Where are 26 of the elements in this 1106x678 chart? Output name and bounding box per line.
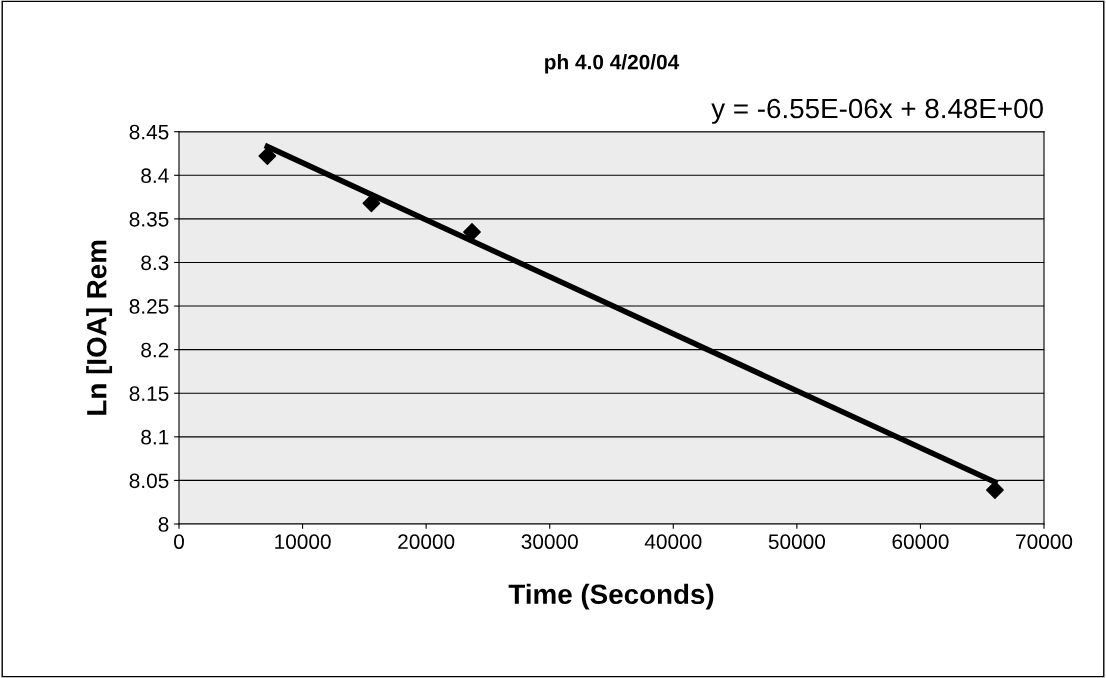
y-tick-label: 8.25 [129,299,169,314]
point [362,194,381,213]
y-tick-label: 8.35 [129,211,169,227]
x-tick-label: 40000 [644,534,702,550]
y-tick-label: 8.4 [141,168,169,184]
y-tick-label: 8 [158,517,169,532]
point [986,481,1004,499]
y-tick-label: 8.1 [141,429,169,445]
text: y = -6.55E-06x + 8.48E+00 [711,98,1043,124]
y-tick-label: 8.05 [129,473,169,489]
x-tick-label: 20000 [398,534,455,550]
point [258,147,277,166]
x-tick-label: 10000 [275,534,331,550]
x-tick-label: 30000 [521,534,578,550]
y-tick-label: 8.45 [129,124,169,140]
x-tick-label: 0 [174,534,184,550]
y-tick-label: 8.3 [141,255,169,271]
chart-title: ph 4.0 4/20/04 [545,54,680,74]
x-tick-label: 70000 [1016,534,1073,550]
y-tick-label: 8.15 [129,386,169,401]
point [463,223,481,241]
x-tick-label: 60000 [892,534,949,550]
y-axis-title: Ln [IOA] Rem [86,240,113,415]
x-axis-title: Time (Seconds) [508,583,714,610]
y-tick-label: 8.2 [141,342,169,358]
x-tick-label: 50000 [768,534,826,550]
